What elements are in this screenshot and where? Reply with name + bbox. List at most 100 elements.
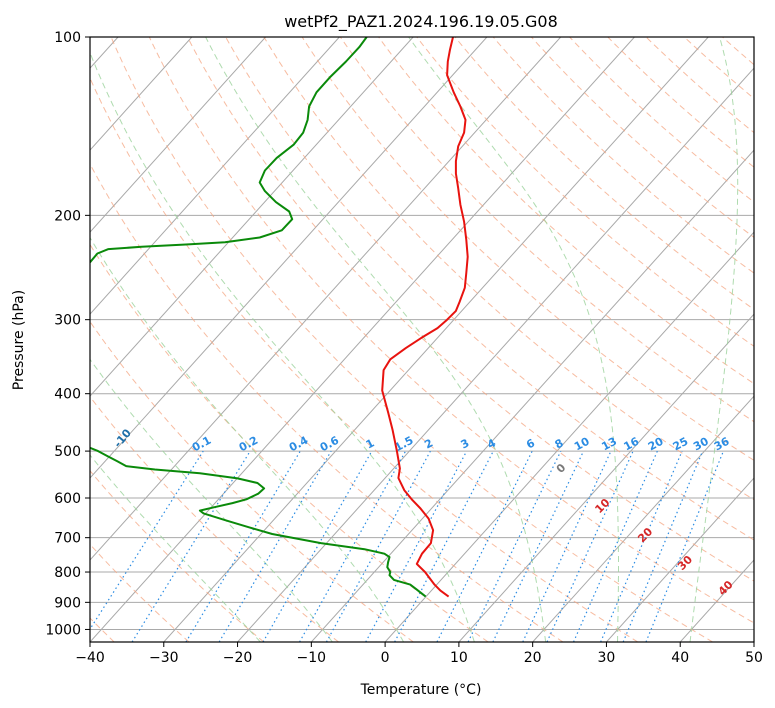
profile-line <box>90 446 427 598</box>
isotherm-line <box>90 37 340 315</box>
isotherm-line <box>90 37 266 233</box>
mixing-ratio-line <box>546 450 634 642</box>
isotherm-line <box>384 231 754 642</box>
isotherm-line <box>90 37 635 642</box>
moist-adiabat-label: 20 <box>635 525 655 545</box>
dry-adiabat-line <box>454 37 754 311</box>
moist-adiabat-label: 30 <box>675 553 695 573</box>
mixing-ratio-label: 30 <box>691 435 711 454</box>
x-tick-label: −40 <box>75 650 105 666</box>
profile-lines <box>90 37 469 598</box>
mixing-ratio-line <box>90 450 204 631</box>
dry-adiabat-line <box>187 37 754 582</box>
profile-line <box>381 37 469 598</box>
dry-adiabat-line <box>90 543 190 642</box>
dry-adiabat-line <box>263 37 754 501</box>
dry-adiabat-line <box>90 163 564 642</box>
y-tick-label: 700 <box>54 531 81 547</box>
profile-line <box>90 37 368 263</box>
dry-adiabat-line <box>683 37 754 100</box>
mixing-ratio-line <box>645 450 724 642</box>
adiabat-labels: 0.10.20.40.611.52346810131620253036-100-… <box>30 398 736 598</box>
mixing-ratio-label: 6 <box>524 436 537 451</box>
y-tick-label: 800 <box>54 565 81 581</box>
y-tick-label: 500 <box>54 444 81 460</box>
dry-adiabat-line <box>492 37 754 274</box>
moist-adiabat-line <box>90 51 475 642</box>
background-lines <box>90 37 775 642</box>
mixing-ratio-line <box>218 450 332 642</box>
dry-adiabat-line <box>110 37 713 642</box>
moist-adiabat-line <box>205 37 547 642</box>
x-tick-label: 50 <box>745 650 763 666</box>
mixing-ratio-label: 10 <box>572 435 592 454</box>
dry-adiabat-label: -20 <box>30 398 53 422</box>
dry-adiabat-line <box>761 37 775 642</box>
dry-adiabat-line <box>90 320 414 642</box>
isotherm-line <box>90 37 414 397</box>
dry-adiabat-line <box>90 470 265 642</box>
x-tick-label: 0 <box>381 650 390 666</box>
dry-adiabat-line <box>90 395 339 642</box>
x-tick-label: −10 <box>297 650 327 666</box>
mixing-ratio-label: 13 <box>599 435 619 454</box>
mixing-ratio-line <box>131 450 251 642</box>
isotherm-line <box>310 149 754 642</box>
y-tick-label: 200 <box>54 208 81 224</box>
dry-adiabat-line <box>148 37 754 624</box>
mixing-ratio-line <box>325 450 431 642</box>
isotherm-line <box>163 37 709 642</box>
mixing-ratio-line <box>622 450 704 642</box>
mixing-ratio-label: 3 <box>459 436 472 451</box>
mixing-ratio-label: 36 <box>712 435 732 454</box>
x-axis-label: Temperature (°C) <box>360 682 482 698</box>
mixing-ratio-line <box>492 450 585 642</box>
mixing-ratio-label: 16 <box>622 435 642 454</box>
mixing-ratio-line <box>572 450 658 642</box>
dry-adiabat-line <box>722 37 754 66</box>
dry-adiabat-line <box>339 37 754 423</box>
x-tick-label: −20 <box>223 650 253 666</box>
y-tick-label: 900 <box>54 595 81 611</box>
isotherm-line <box>532 395 754 642</box>
dry-adiabat-line <box>645 37 754 134</box>
y-tick-label: 100 <box>54 30 81 46</box>
mixing-ratio-line <box>467 450 562 642</box>
moist-adiabat-line <box>90 236 405 642</box>
moist-adiabat-label: 0 <box>554 461 569 476</box>
moist-adiabat-label: 40 <box>716 578 736 598</box>
x-tick-label: 30 <box>598 650 616 666</box>
isotherm-line <box>90 37 193 151</box>
plot-frame <box>89 36 755 643</box>
x-tick-label: 10 <box>450 650 468 666</box>
y-tick-label: 400 <box>54 387 81 403</box>
dry-adiabat-line <box>416 37 754 347</box>
isotherm-line <box>753 641 754 642</box>
y-tick-label: 600 <box>54 491 81 507</box>
moist-adiabat-line <box>689 37 739 642</box>
mixing-ratio-label: 25 <box>671 435 691 454</box>
y-tick-label: 1000 <box>45 622 81 638</box>
mixing-ratio-line <box>185 450 301 642</box>
moist-adiabat-line <box>90 454 261 642</box>
moist-adiabat-line <box>408 37 619 642</box>
dry-adiabat-line <box>90 76 639 642</box>
isotherm-line <box>458 313 754 642</box>
mixing-ratio-label: 4 <box>485 436 498 451</box>
isotherm-line <box>90 37 562 561</box>
isotherm-line <box>237 67 754 642</box>
dry-adiabat-line <box>225 37 754 541</box>
x-tick-label: 40 <box>671 650 689 666</box>
y-tick-label: 300 <box>54 313 81 329</box>
chart-title: wetPf2_PAZ1.2024.196.19.05.G08 <box>284 12 558 32</box>
isotherm-line <box>606 477 754 642</box>
x-axis-ticks: −40 −30 −20 −10 0 10 20 30 40 50 <box>75 642 763 666</box>
x-tick-label: 20 <box>524 650 542 666</box>
y-axis-label: Pressure (hPa) <box>11 290 27 390</box>
mixing-ratio-label: 2 <box>422 436 435 451</box>
dry-adiabat-line <box>90 243 489 642</box>
mixing-ratio-line <box>600 450 683 642</box>
moist-adiabat-line <box>90 358 333 642</box>
mixing-ratio-label: 20 <box>646 435 666 454</box>
